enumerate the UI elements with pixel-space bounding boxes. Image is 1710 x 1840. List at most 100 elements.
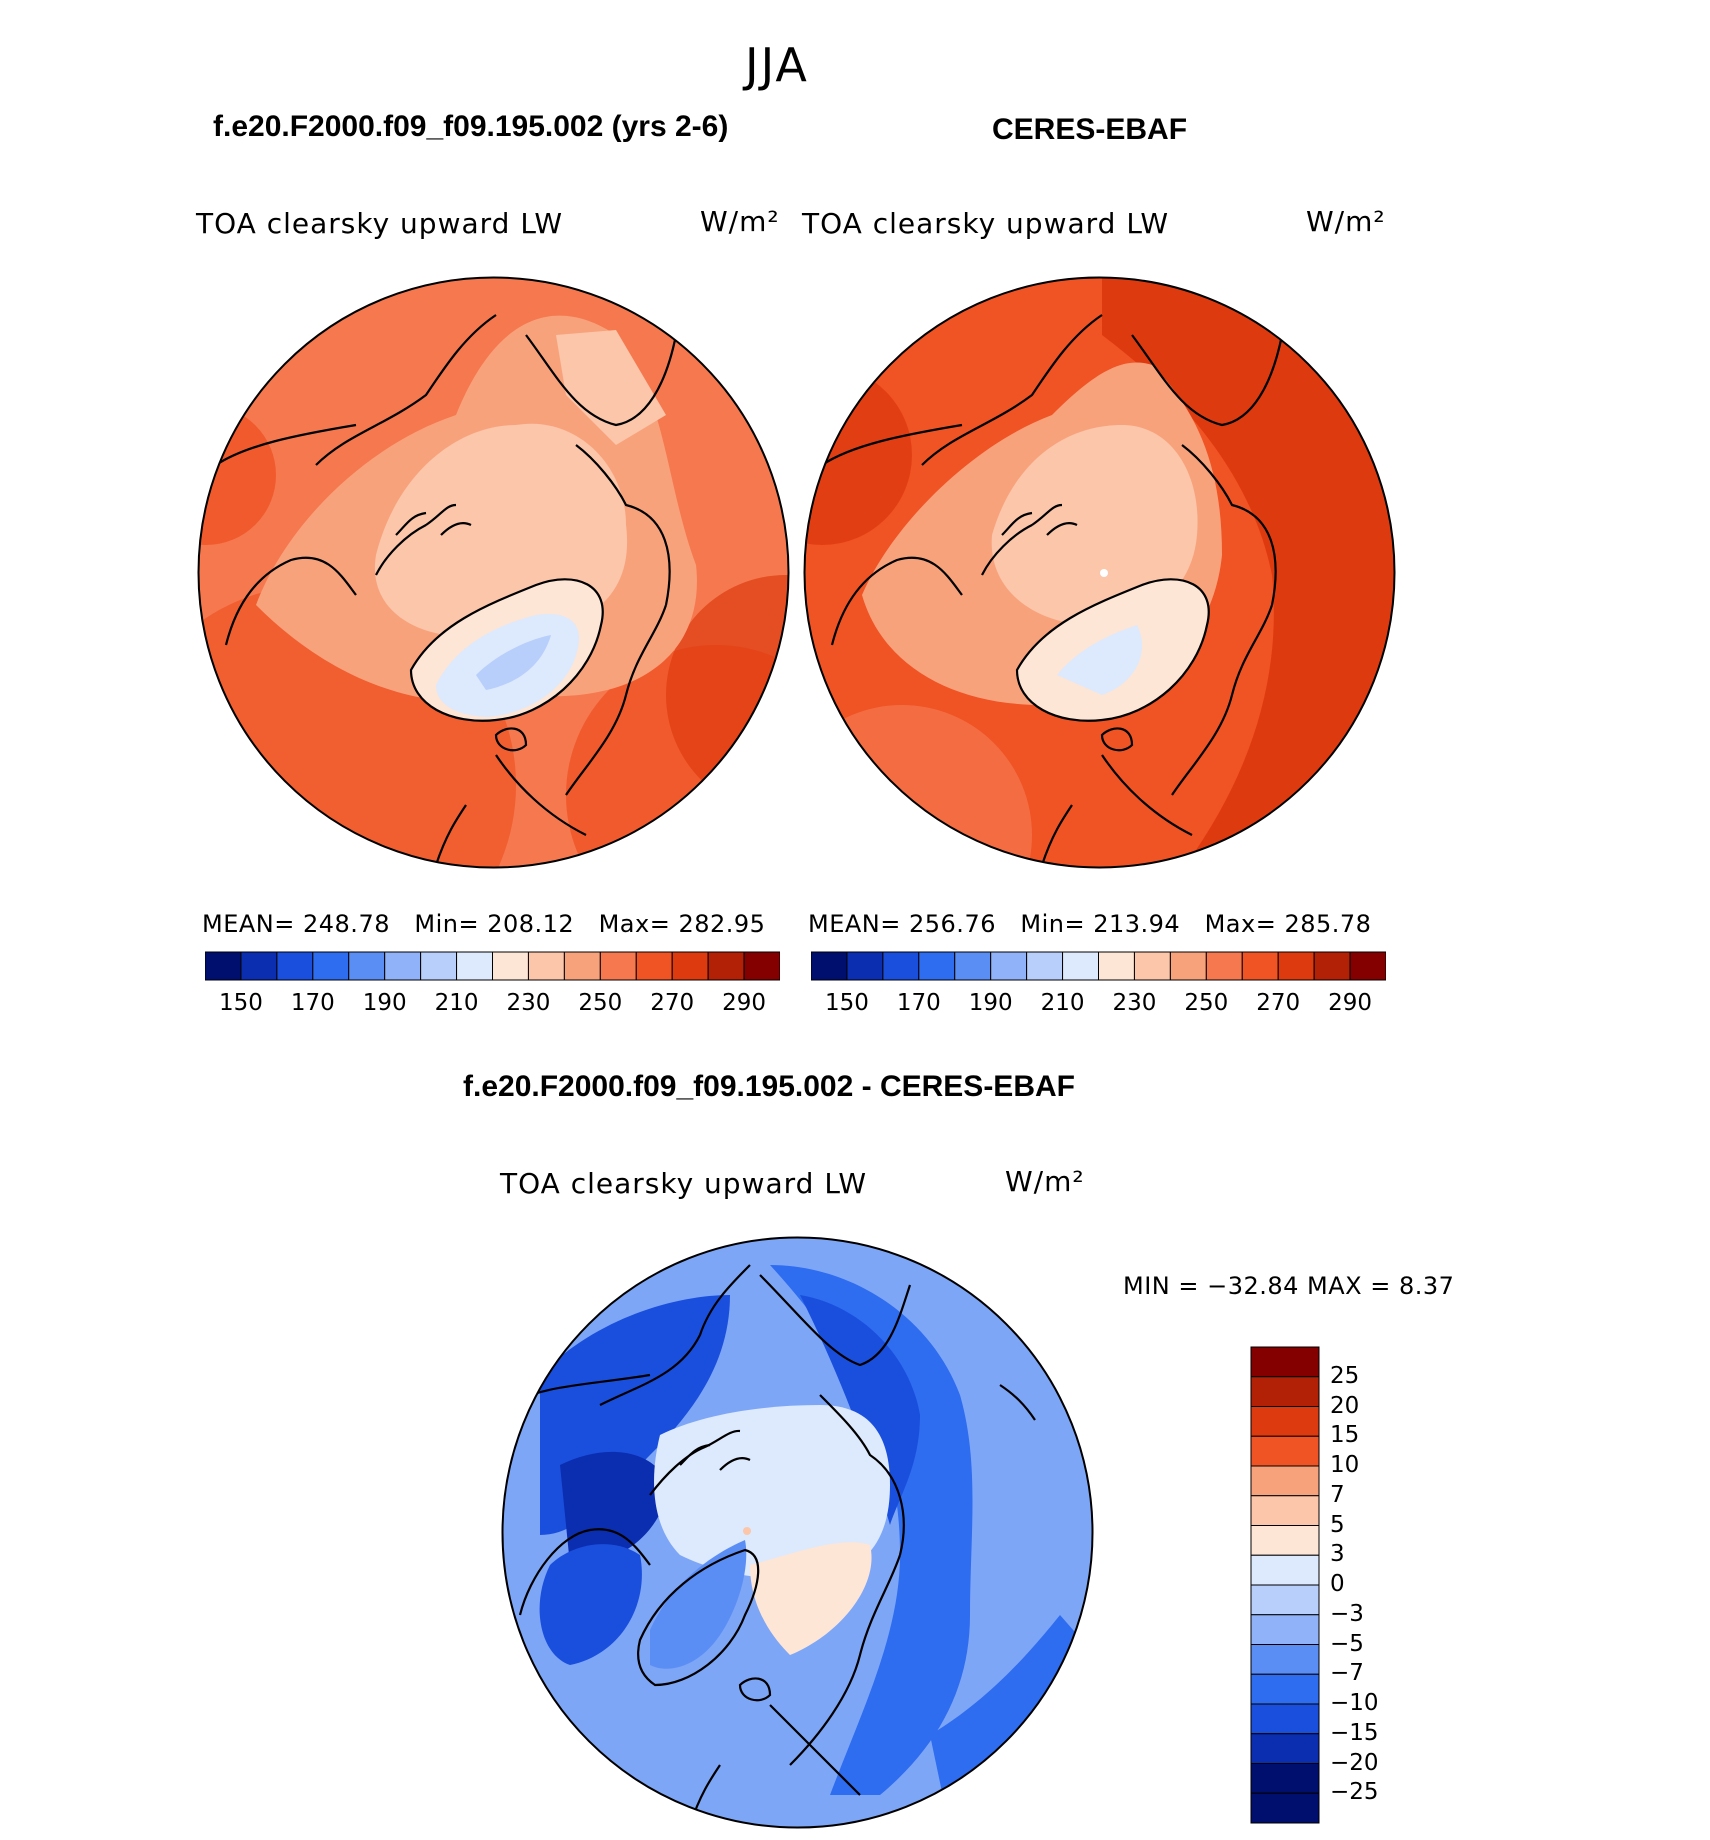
diff-variable-label: TOA clearsky upward LW xyxy=(500,1167,868,1200)
obs-colorbar-swatch xyxy=(1026,951,1064,981)
obs-max-value: 285.78 xyxy=(1284,910,1372,938)
obs-colorbar-swatch xyxy=(918,951,956,981)
model-panel-title: f.e20.F2000.f09_f09.195.002 (yrs 2-6) xyxy=(213,110,729,143)
model-max-label: Max= xyxy=(598,910,671,938)
diff-colorbar-swatch xyxy=(1250,1525,1320,1556)
diff-colorbar-tick: −3 xyxy=(1330,1600,1364,1627)
obs-colorbar-swatch xyxy=(1241,951,1279,981)
diff-panel-title: f.e20.F2000.f09_f09.195.002 - CERES-EBAF xyxy=(463,1070,1075,1103)
model-colorbar-swatch xyxy=(456,951,493,981)
diff-colorbar xyxy=(1250,1346,1320,1824)
obs-colorbar-swatch xyxy=(811,951,848,981)
model-colorbar-swatch xyxy=(312,951,350,981)
diff-colorbar-swatch xyxy=(1250,1495,1320,1526)
diff-colorbar-tick: 15 xyxy=(1330,1422,1360,1449)
model-colorbar-swatch xyxy=(707,951,745,981)
diff-colorbar-swatch xyxy=(1250,1763,1320,1794)
diff-colorbar-tick: −20 xyxy=(1330,1749,1379,1776)
obs-panel-title: CERES-EBAF xyxy=(992,113,1188,146)
diff-colorbar-swatch xyxy=(1250,1584,1320,1616)
obs-colorbar-swatch xyxy=(1098,951,1135,981)
model-colorbar-tick: 250 xyxy=(578,990,623,1016)
obs-colorbar-swatch xyxy=(882,951,920,981)
diff-colorbar-tick: −15 xyxy=(1330,1719,1379,1746)
diff-polar-map xyxy=(501,1236,1094,1829)
model-units-label: W/m² xyxy=(700,205,780,238)
model-colorbar-tick: 230 xyxy=(506,990,551,1016)
model-mean-value: 248.78 xyxy=(303,910,390,938)
obs-colorbar-swatch xyxy=(1133,951,1171,981)
diff-colorbar-tick: −25 xyxy=(1330,1779,1379,1806)
diff-colorbar-swatch xyxy=(1250,1703,1320,1735)
model-colorbar-swatch xyxy=(635,951,673,981)
model-colorbar-swatch xyxy=(240,951,278,981)
diff-colorbar-tick: 0 xyxy=(1330,1571,1345,1597)
obs-colorbar-swatch xyxy=(1062,951,1099,981)
model-colorbar-tick: 150 xyxy=(218,990,263,1016)
diff-colorbar-tick: 7 xyxy=(1330,1481,1345,1508)
model-variable-label: TOA clearsky upward LW xyxy=(196,207,564,240)
obs-mean-label: MEAN= xyxy=(808,910,901,938)
model-colorbar-swatch xyxy=(743,951,780,981)
diff-colorbar-tick: −5 xyxy=(1330,1630,1364,1657)
diff-colorbar-swatch xyxy=(1250,1792,1320,1824)
obs-colorbar-swatch xyxy=(846,951,884,981)
model-colorbar-swatch xyxy=(348,951,386,981)
model-min-value: 208.12 xyxy=(487,910,575,938)
obs-colorbar-swatch xyxy=(1277,951,1315,981)
diff-colorbar-swatch xyxy=(1250,1554,1320,1586)
obs-colorbar-swatch xyxy=(1313,951,1351,981)
diff-colorbar-tick: −10 xyxy=(1330,1690,1379,1716)
model-colorbar-swatch xyxy=(527,951,565,981)
diff-colorbar-swatch xyxy=(1250,1406,1320,1437)
model-colorbar-swatch xyxy=(599,951,637,981)
obs-colorbar-swatch xyxy=(1349,951,1386,981)
obs-min-value: 213.94 xyxy=(1093,910,1181,938)
model-colorbar-tick: 190 xyxy=(362,990,407,1016)
model-colorbar-tick: 170 xyxy=(290,990,335,1016)
obs-colorbar-tick: 150 xyxy=(824,990,869,1016)
diff-colorbar-swatch xyxy=(1250,1376,1320,1407)
diff-colorbar-swatch xyxy=(1250,1435,1320,1467)
obs-colorbar-tick: 210 xyxy=(1040,990,1085,1016)
obs-units-label: W/m² xyxy=(1306,205,1386,238)
diff-colorbar-ticks: 25 20 15 10 7 5 3 0 −3 −5 −7 −10 −15 −20 −25 xyxy=(1330,1346,1410,1826)
model-colorbar xyxy=(205,951,780,981)
model-colorbar-swatch xyxy=(563,951,601,981)
diff-colorbar-tick: 5 xyxy=(1330,1511,1345,1538)
obs-min-label: Min= xyxy=(1020,910,1086,938)
model-max-value: 282.95 xyxy=(678,910,766,938)
model-colorbar-tick: 270 xyxy=(650,990,695,1016)
obs-mean-value: 256.76 xyxy=(909,910,996,938)
obs-polar-map xyxy=(803,276,1396,869)
diff-colorbar-swatch xyxy=(1250,1346,1320,1378)
obs-colorbar-swatch xyxy=(990,951,1028,981)
obs-variable-label: TOA clearsky upward LW xyxy=(802,207,1170,240)
obs-colorbar xyxy=(811,951,1386,981)
obs-colorbar-swatch xyxy=(954,951,992,981)
diff-colorbar-tick: 20 xyxy=(1330,1392,1360,1419)
diff-colorbar-tick: 25 xyxy=(1330,1362,1360,1389)
model-mean-label: MEAN= xyxy=(202,910,295,938)
model-colorbar-swatch xyxy=(276,951,314,981)
obs-colorbar-tick: 250 xyxy=(1184,990,1229,1016)
obs-colorbar-tick: 290 xyxy=(1328,990,1373,1016)
model-colorbar-ticks: 150 170 190 210 230 250 270 290 xyxy=(205,990,780,1020)
diff-colorbar-tick: 3 xyxy=(1330,1541,1345,1568)
obs-colorbar-tick: 270 xyxy=(1256,990,1301,1016)
model-colorbar-swatch xyxy=(671,951,709,981)
obs-colorbar-tick: 170 xyxy=(896,990,941,1016)
model-colorbar-swatch xyxy=(205,951,242,981)
obs-colorbar-swatch xyxy=(1205,951,1243,981)
diff-units-label: W/m² xyxy=(1005,1165,1085,1198)
diff-colorbar-swatch xyxy=(1250,1733,1320,1764)
obs-colorbar-swatch xyxy=(1169,951,1207,981)
model-stats: MEAN= 248.78 Min= 208.12 Max= 282.95 xyxy=(202,910,765,938)
obs-colorbar-ticks: 150 170 190 210 230 250 270 290 xyxy=(811,990,1386,1020)
obs-colorbar-tick: 230 xyxy=(1112,990,1157,1016)
model-polar-map xyxy=(197,276,790,869)
model-min-label: Min= xyxy=(414,910,480,938)
model-colorbar-swatch xyxy=(420,951,458,981)
model-colorbar-tick: 290 xyxy=(722,990,767,1016)
diff-colorbar-swatch xyxy=(1250,1465,1320,1497)
